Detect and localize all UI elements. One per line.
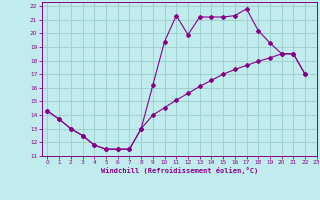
X-axis label: Windchill (Refroidissement éolien,°C): Windchill (Refroidissement éolien,°C) <box>100 167 258 174</box>
